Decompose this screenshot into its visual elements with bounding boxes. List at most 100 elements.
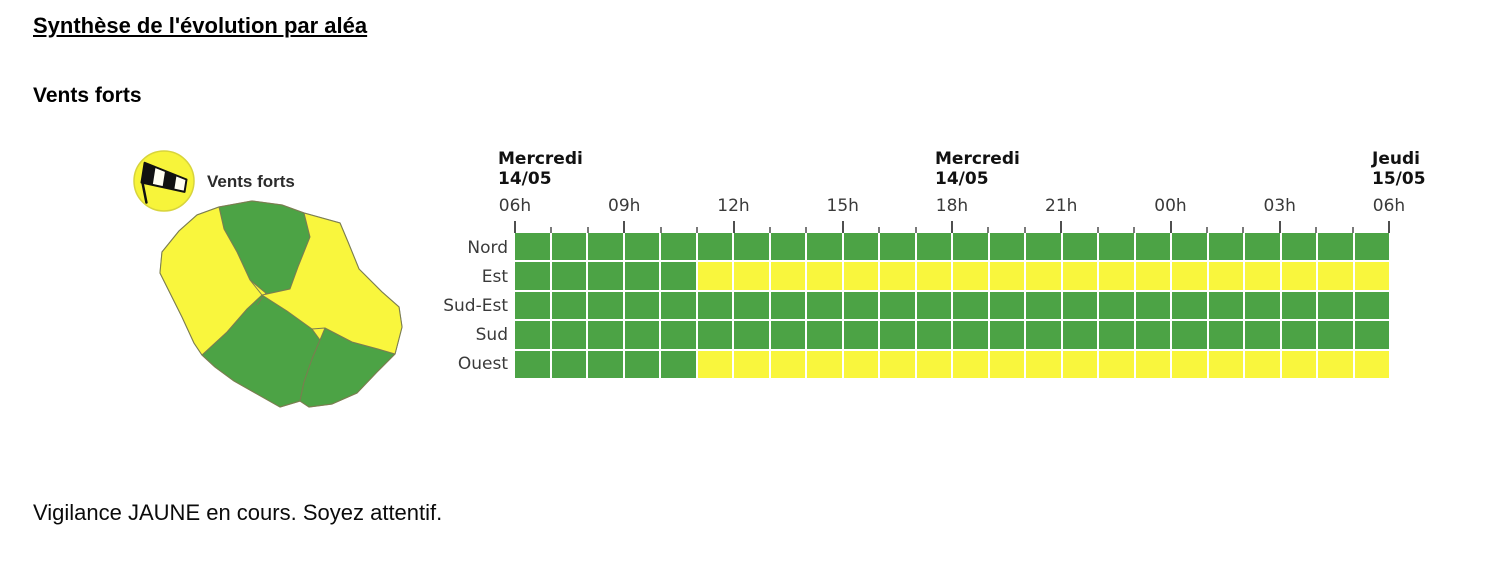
timeline-cell [770, 321, 805, 349]
timeline-cell [588, 233, 623, 261]
date-label: Mercredi 14/05 [935, 149, 1020, 189]
hour-tick [586, 227, 589, 233]
timeline-cell [1318, 262, 1353, 290]
map-region-ouest [159, 206, 263, 356]
timeline-cell [1281, 262, 1316, 290]
timeline-cell [1354, 321, 1389, 349]
timeline-cell [916, 350, 951, 378]
page-title: Synthèse de l'évolution par aléa [33, 13, 368, 38]
timeline-cell [588, 291, 623, 320]
timeline-cell [916, 291, 951, 320]
timeline-cell [697, 321, 732, 349]
timeline-cell [551, 321, 586, 349]
row-label: Sud [475, 324, 508, 345]
timeline-cell [1318, 291, 1353, 320]
timeline-cell [1135, 321, 1170, 349]
hour-label: 12h [717, 196, 750, 216]
timeline-cell [807, 350, 842, 378]
windsock-icon [133, 150, 195, 212]
timeline-cell [807, 262, 842, 290]
timeline-cell [1208, 350, 1243, 378]
timeline-cell [770, 262, 805, 290]
timeline-cell [953, 350, 988, 378]
timeline-cell [1135, 233, 1170, 261]
row-label: Nord [467, 237, 508, 258]
timeline-cell [989, 262, 1024, 290]
timeline-cell [1099, 350, 1134, 378]
timeline-cell [661, 233, 696, 261]
hour-label: 06h [498, 196, 532, 216]
timeline-cell [551, 291, 586, 320]
hour-tick [1315, 227, 1318, 233]
timeline-cell [807, 233, 842, 261]
timeline-cell [880, 321, 915, 349]
timeline-cell [843, 350, 878, 378]
timeline-cell [1208, 262, 1243, 290]
date-label: Jeudi 15/05 [1372, 149, 1426, 189]
timeline-cell [588, 350, 623, 378]
timeline-cell [1099, 291, 1134, 320]
timeline-cell [1208, 233, 1243, 261]
timeline-cell [1026, 291, 1061, 320]
timeline-cell [1062, 233, 1097, 261]
timeline-cell [807, 321, 842, 349]
timeline-cell [661, 262, 696, 290]
hour-label: 00h [1154, 196, 1187, 216]
timeline-cell [989, 350, 1024, 378]
timeline-cell [1062, 321, 1097, 349]
timeline-cell [661, 321, 696, 349]
timeline-cell [697, 291, 732, 320]
timeline-cell [989, 291, 1024, 320]
hour-label: 15h [826, 196, 859, 216]
timeline-cell [734, 291, 769, 320]
hour-tick [514, 221, 516, 233]
timeline-cell [1318, 321, 1353, 349]
timeline-cell [1026, 233, 1061, 261]
timeline-cell [1245, 350, 1280, 378]
timeline-cell [953, 262, 988, 290]
hour-label: 03h [1263, 196, 1296, 216]
timeline-cell [551, 233, 586, 261]
timeline-cell [551, 350, 586, 378]
hazard-icon-label: Vents forts [207, 172, 295, 191]
hour-tick [768, 227, 771, 233]
timeline-cell [551, 262, 586, 290]
row-label: Ouest [457, 353, 508, 374]
timeline-cell [1281, 233, 1316, 261]
timeline-cell [880, 291, 915, 320]
timeline-cell [1026, 350, 1061, 378]
timeline-cell [1245, 291, 1280, 320]
timeline-cell [515, 350, 550, 378]
hour-tick [659, 227, 662, 233]
timeline-cell [1172, 350, 1207, 378]
timeline-cell [916, 262, 951, 290]
row-label: Sud-Est [443, 295, 508, 316]
timeline-cell [916, 321, 951, 349]
timeline-cell [880, 350, 915, 378]
timeline-cell [1135, 350, 1170, 378]
timeline-cell [1281, 350, 1316, 378]
timeline-cell [1062, 350, 1097, 378]
hour-tick [1023, 227, 1026, 233]
hour-tick [1205, 227, 1208, 233]
hour-tick [732, 221, 735, 233]
timeline-cell [515, 291, 550, 320]
timeline-cell [624, 262, 659, 290]
hour-label: 06h [1372, 196, 1406, 216]
hour-tick [951, 221, 953, 233]
date-label: Mercredi 14/05 [498, 149, 583, 189]
status-text: Vigilance JAUNE en cours. Soyez attentif… [33, 500, 443, 525]
timeline-cell [770, 233, 805, 261]
timeline-cell [989, 321, 1024, 349]
timeline-cell [807, 291, 842, 320]
hour-tick [841, 221, 844, 233]
timeline-cell [1318, 350, 1353, 378]
timeline-cell [624, 350, 659, 378]
hour-label: 09h [608, 196, 641, 216]
reunion-map [159, 200, 403, 408]
timeline-cell [1026, 321, 1061, 349]
hour-tick [1096, 227, 1099, 233]
timeline-cell [697, 350, 732, 378]
hour-tick [1278, 221, 1281, 233]
timeline-cell [734, 350, 769, 378]
